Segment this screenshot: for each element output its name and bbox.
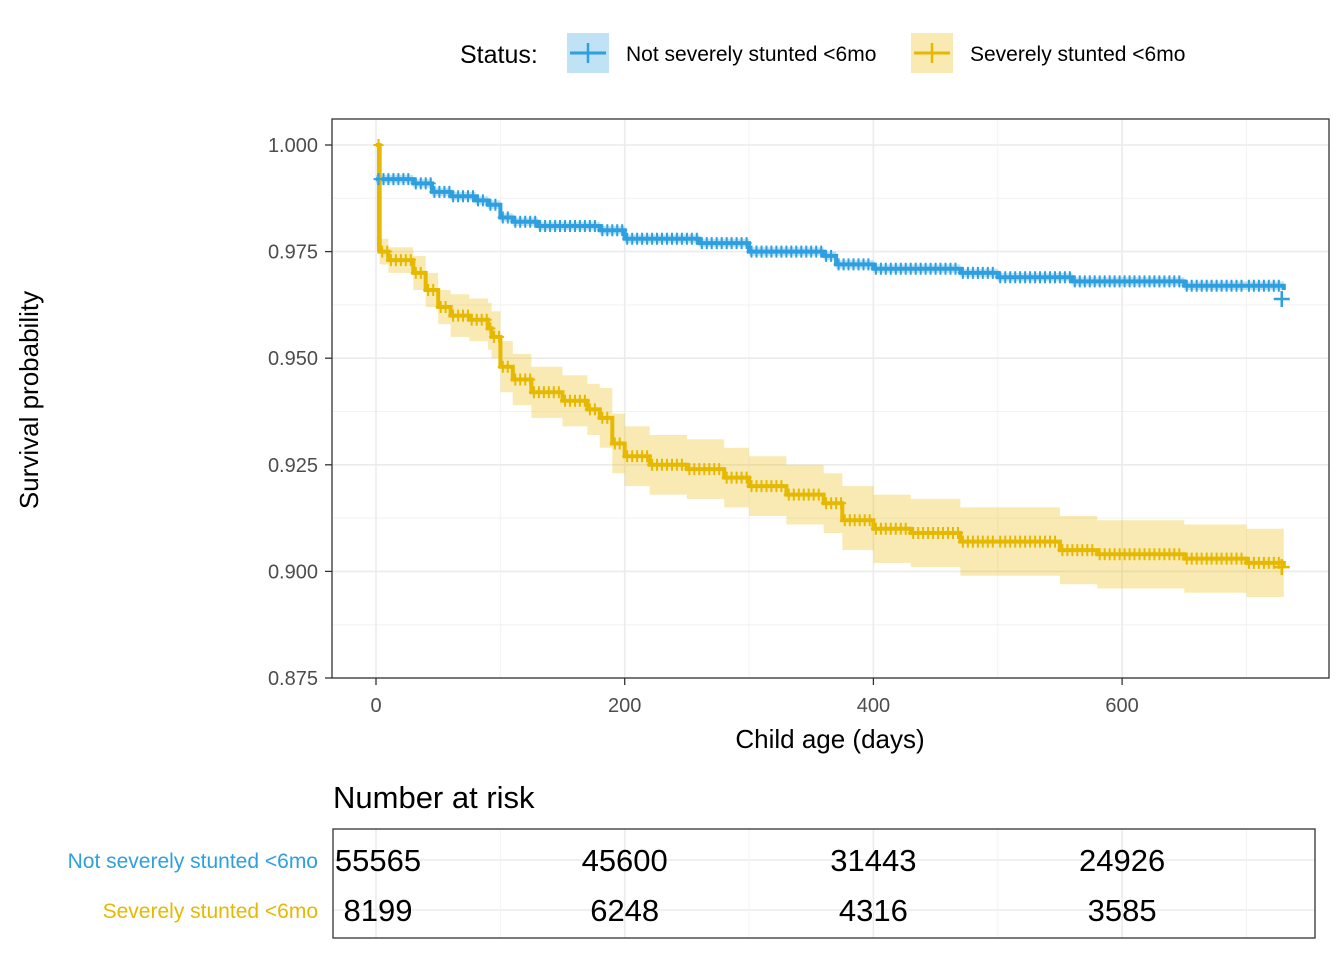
censor-mark-severe [440,301,451,313]
censor-mark-severe [494,330,505,343]
censor-mark-not-severe [617,224,628,237]
ci-band-not-severe [376,174,1284,295]
x-tick-label: 0 [370,695,381,717]
y-axis: 0.875 0.900 0.925 0.950 0.975 1.000 [268,135,332,690]
risk-table-border [332,828,1316,939]
risk-count: 55565 [335,843,421,878]
legend-item-not-severe: Not severely stunted <6mo [567,33,876,73]
censor-mark-severe [602,411,613,424]
censor-mark-not-severe [950,262,961,275]
censor-mark-not-severe [589,220,600,232]
x-tick-label: 400 [857,695,890,717]
y-tick-label: 0.925 [268,455,318,477]
risk-count: 24926 [1079,843,1165,878]
risk-table-gridlines [333,829,1315,938]
risk-table-strata-labels: Not severely stunted <6mo Severely stunte… [68,850,318,923]
risk-count: 45600 [582,843,668,878]
censor-mark-final-not-severe [1273,290,1290,307]
risk-count: 6248 [590,893,659,928]
legend-label-not-severe: Not severely stunted <6mo [626,43,876,66]
censor-mark-not-severe [863,258,874,271]
censor-mark-severe [405,254,416,267]
legend-item-severe: Severely stunted <6mo [911,33,1185,73]
censor-mark-not-severe [826,249,837,262]
plot-gridlines [332,119,1329,679]
censor-mark-final-severe [1273,559,1290,576]
censor-mark-not-severe [490,198,501,211]
confidence-bands [376,145,1284,602]
risk-strata-label: Not severely stunted <6mo [68,850,318,873]
censor-mark-severe [382,245,393,258]
censor-mark-severe [864,514,875,527]
y-axis-title: Survival probability [14,291,44,509]
x-tick-label: 600 [1105,695,1138,717]
ci-band-severe [376,145,1284,602]
censor-mark-severe [1087,544,1098,557]
censor-mark-not-severe [425,177,436,190]
censor-mark-severe [1050,535,1060,548]
censor-mark-severe [813,488,824,501]
censor-mark-not-severe [1273,279,1284,292]
censor-mark-severe [676,458,687,471]
y-tick-label: 0.975 [268,242,318,264]
x-axis: 0 200 400 600 [370,678,1139,717]
y-tick-label: 0.875 [268,668,318,690]
y-tick-label: 0.900 [268,561,318,583]
censor-mark-not-severe [1174,275,1185,288]
x-tick-label: 200 [608,695,641,717]
censor-mark-severe [373,139,384,151]
plot-panel-border [331,118,1330,679]
censor-mark-severe [415,266,426,279]
censor-mark-severe [553,386,564,399]
risk-table-cells: 55565 45600 31443 24926 8199 6248 4316 3585 [335,843,1165,928]
censor-mark-severe [741,471,752,484]
survival-curve-not-severe [376,177,1286,290]
censor-mark-severe [481,313,492,326]
y-tick-label: 1.000 [268,135,318,157]
censor-mark-severe [485,322,496,335]
censor-mark-severe [428,284,439,296]
censor-mark-not-severe [502,211,513,224]
censor-mark-not-severe [403,173,414,186]
censor-mark-severe [525,373,536,386]
legend-label-severe: Severely stunted <6mo [970,43,1185,66]
x-axis-title: Child age (days) [735,724,924,754]
censor-mark-not-severe [477,194,488,207]
censor-mark-severe [642,450,653,463]
censor-mark-severe [776,480,787,493]
censor-mark-severe [836,497,847,510]
legend-title: Status: [460,41,538,69]
risk-table-title: Number at risk [333,780,535,815]
censor-mark-severe [953,527,963,539]
legend: Status: Not severely stunted <6mo Severe… [460,33,1185,73]
censor-mark-not-severe [987,266,998,279]
censor-mark-severe [502,360,513,373]
risk-count: 31443 [830,843,916,878]
censor-mark-severe [614,437,625,450]
censor-mark-severe [714,463,725,476]
risk-count: 3585 [1088,893,1157,928]
risk-count: 4316 [839,893,908,928]
risk-count: 8199 [344,893,413,928]
risk-strata-label: Severely stunted <6mo [103,900,318,923]
censor-mark-severe [1236,552,1247,565]
censor-mark-severe [579,394,590,407]
censor-mark-severe [1174,548,1185,561]
censor-mark-severe [589,403,600,416]
censor-mark-severe [900,522,911,535]
censor-mark-not-severe [741,237,752,250]
censor-marks [373,139,1290,576]
y-tick-label: 0.950 [268,348,318,370]
